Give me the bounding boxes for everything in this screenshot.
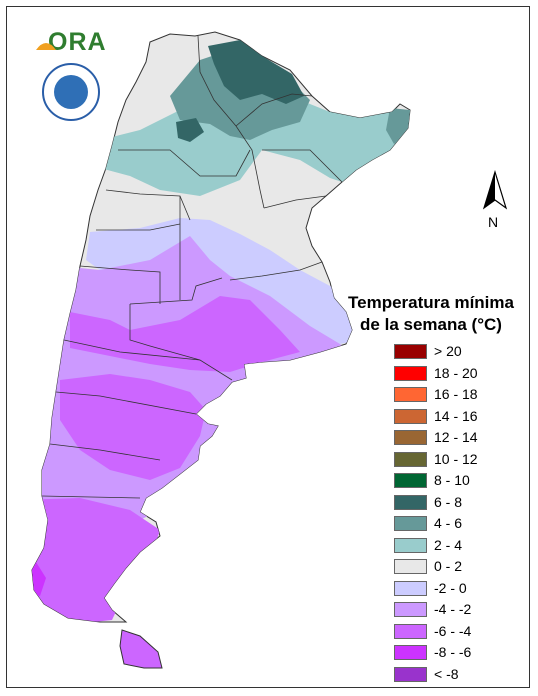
legend-item: 0 - 2	[394, 557, 526, 579]
legend-label: -2 - 0	[434, 579, 467, 596]
zone-6-8-small	[176, 118, 204, 142]
legend-item: 10 - 12	[394, 450, 526, 472]
legend-swatch	[394, 430, 427, 445]
legend-item: 16 - 18	[394, 385, 526, 407]
ora-logo: ORA	[48, 28, 107, 56]
legend-label: -4 - -2	[434, 601, 472, 617]
legend-items: > 20 18 - 20 16 - 18 14 - 16 12 - 14 10 - 12 8…	[346, 342, 526, 686]
legend-swatch	[394, 494, 427, 510]
legend-swatch	[394, 516, 427, 531]
legend-swatch	[394, 559, 427, 574]
legend-label: > 20	[434, 343, 462, 359]
legend-swatch	[394, 408, 427, 424]
legend-swatch	[394, 623, 427, 639]
legend-swatch	[394, 344, 427, 359]
seal-emblem-icon	[54, 75, 88, 109]
legend-label: 10 - 12	[434, 450, 478, 467]
legend-label: 18 - 20	[434, 364, 478, 381]
north-label: N	[488, 214, 499, 230]
legend-swatch	[394, 365, 427, 381]
legend-label: 16 - 18	[434, 386, 478, 402]
legend-item: > 20	[394, 342, 526, 364]
zone-minus6-minus4-south	[32, 498, 160, 622]
legend-label: 12 - 14	[434, 429, 478, 445]
legend-title-line1: Temperatura mínima	[348, 293, 514, 312]
legend-label: 6 - 8	[434, 493, 463, 510]
zone-minus8-minus6	[32, 560, 46, 598]
legend-swatch	[394, 602, 427, 617]
smn-seal-logo	[42, 63, 100, 121]
legend-label: -8 - -6	[434, 644, 472, 660]
legend-swatch	[394, 645, 427, 660]
tierra-del-fuego	[119, 629, 163, 669]
legend-item: 18 - 20	[394, 364, 526, 386]
legend-item: 4 - 6	[394, 514, 526, 536]
legend-swatch	[394, 666, 427, 682]
zone-minus6-minus4-central	[60, 374, 206, 480]
legend-item: 14 - 16	[394, 407, 526, 429]
legend-item: -6 - -4	[394, 622, 526, 644]
legend-swatch	[394, 473, 427, 488]
legend-label: 0 - 2	[434, 558, 463, 574]
legend-label: 8 - 10	[434, 472, 470, 488]
legend-item: -8 - -6	[394, 643, 526, 665]
legend-title-line2: de la semana (°C)	[360, 315, 502, 334]
legend-label: 14 - 16	[434, 407, 478, 424]
legend-swatch	[394, 387, 427, 402]
legend-label: < -8	[434, 665, 459, 682]
legend: Temperatura mínima de la semana (°C) > 2…	[346, 292, 526, 686]
province-borders	[41, 35, 343, 499]
legend-item: 2 - 4	[394, 536, 526, 558]
legend-item: 6 - 8	[394, 493, 526, 515]
legend-swatch	[394, 580, 427, 596]
legend-item: -4 - -2	[394, 600, 526, 622]
zone-6-8	[208, 40, 304, 104]
north-arrow-icon	[482, 170, 508, 210]
legend-item: 12 - 14	[394, 428, 526, 450]
legend-item: 8 - 10	[394, 471, 526, 493]
legend-label: 2 - 4	[434, 536, 463, 553]
legend-swatch	[394, 537, 427, 553]
legend-label: 4 - 6	[434, 515, 463, 531]
legend-swatch	[394, 451, 427, 467]
sun-icon	[36, 43, 56, 50]
legend-item: -2 - 0	[394, 579, 526, 601]
legend-item: < -8	[394, 665, 526, 687]
legend-label: -6 - -4	[434, 622, 472, 639]
